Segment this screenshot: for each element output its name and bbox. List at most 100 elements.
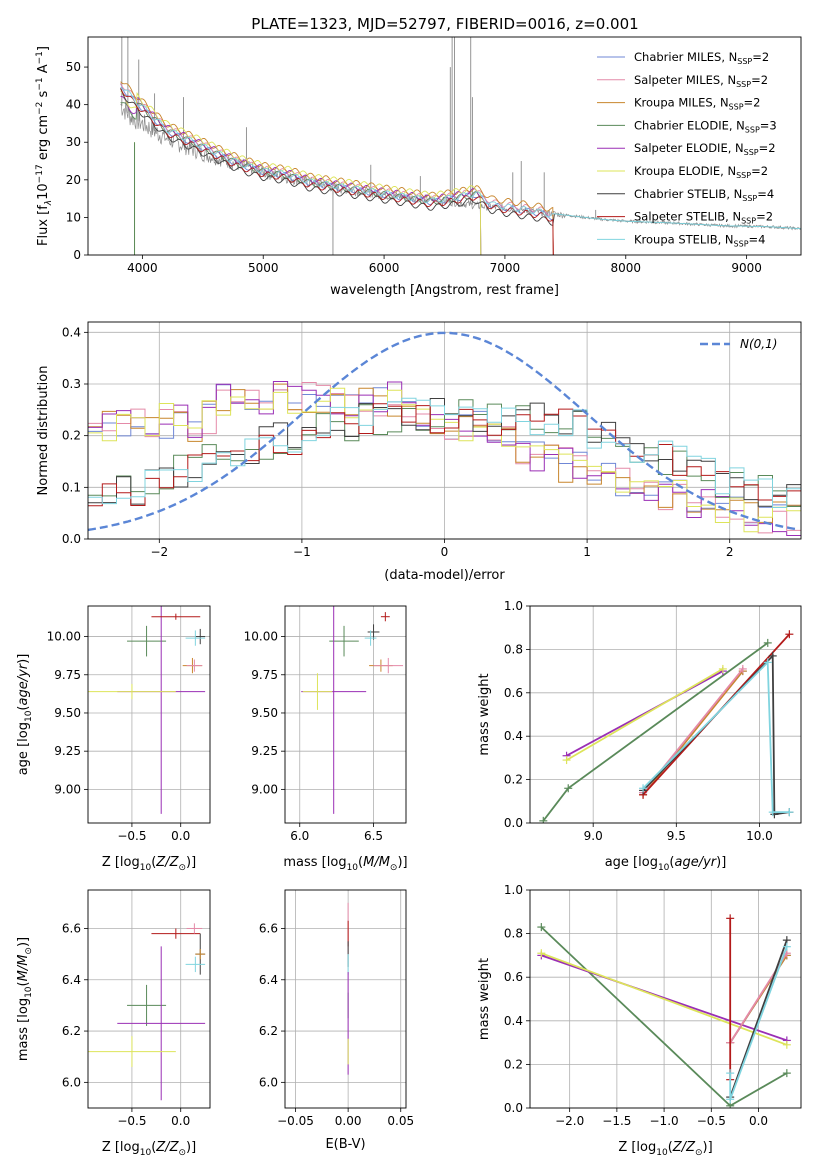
legend-subscript: SSP [736,171,751,180]
age-vs-Z-plot-area [88,606,210,823]
label-part: mass [log [283,855,346,870]
model-spectrum [120,90,482,255]
y-axis-label: age [log10(age/yr)] [16,654,34,776]
legend-nssp: =2 [751,73,768,87]
label-part: 10 [658,863,670,873]
label-part: A [36,64,51,77]
legend-label: N(0,1) [740,337,777,351]
y-tick-label: 9.00 [251,782,278,796]
y-tick-label: 9.50 [54,706,81,720]
label-part: ⊙ [390,863,398,873]
y-axis-label: mass [log10(M/M⊙)] [16,937,34,1061]
errorbar-point [367,624,380,640]
x-axis-label: E(B-V) [325,1137,365,1152]
errorbar-point [127,625,167,657]
y-tick-label: 0.1 [62,480,81,494]
label-part: 10 [656,1148,668,1158]
errorbar-layer [301,606,404,814]
x-tick-label: 4000 [127,261,158,275]
label-part: 10 [36,183,51,200]
y-tick-label: 30 [66,135,81,149]
label-part: age/yr [674,855,717,870]
errorbar-point [151,928,201,939]
y-tick-label: 20 [66,173,81,187]
label-part: )] [16,937,31,947]
x-axis-label: mass [log10(M/M⊙)] [283,855,407,873]
age-vs-mass-axes: 6.0 6.5 9.00 9.25 9.50 9.75 10.00 mass [log10(M… [244,605,408,873]
errorbar-point [185,630,206,646]
residual-histogram [88,399,801,507]
legend-model: Chabrier MILES, N [634,50,737,64]
axes-frame [87,36,802,256]
residual-histogram [88,397,801,508]
label-part: age/yr [16,662,31,705]
legend-subscript: SSP [736,80,751,89]
gaussian-curve [88,331,799,532]
x-tick-label: 0 [441,545,449,559]
errorbar-point [186,923,203,934]
label-part: ( [668,1140,673,1155]
legend-model: Salpeter ELODIE, N [634,141,744,155]
spectrum-lines [120,37,801,255]
weight-series-line [729,939,788,1098]
legend-nssp: =4 [749,232,766,246]
weight-series-line [566,670,724,757]
y-axis-label: mass weight [477,958,492,1040]
legend-label: Chabrier ELODIE, NSSP=3 [634,118,777,134]
legend-label: Salpeter MILES, NSSP=2 [634,73,768,89]
x-tick-label: 9.0 [584,829,603,843]
residual-histogram [88,403,801,507]
label-part: 10 [140,863,152,873]
y-tick-label: 9.75 [251,668,278,682]
label-part: ( [151,855,156,870]
label-part: Z [log [102,855,140,870]
x-tick-label: −1 [293,545,311,559]
axes-frame [284,889,407,1109]
legend-subscript: SSP [745,125,760,134]
y-tick-label: 0.8 [504,642,523,656]
x-tick-label: 9000 [731,261,762,275]
legend-subscript: SSP [742,194,757,203]
y-tick-label: 0.8 [504,927,523,941]
label-part: M/M [16,955,31,982]
residual-legend: N(0,1) [700,337,777,351]
label-part: M/M [363,855,390,870]
legend-label: Kroupa STELIB, NSSP=4 [634,232,765,248]
label-part: erg cm [36,115,51,164]
errorbar-point [151,613,201,620]
x-tick-label: 6.5 [364,829,383,843]
label-part: )] [186,855,196,870]
y-tick-label: 6.2 [62,1024,81,1038]
x-tick-label: 1 [583,545,591,559]
label-part: −1 [35,77,45,90]
y-tick-label: 1.0 [504,883,523,897]
errorbar-point [364,630,377,646]
y-tick-label: 0.2 [504,773,523,787]
chart-panels: 4000 5000 6000 7000 8000 900001020304050Chabr… [16,36,802,1158]
errorbar-point [195,948,206,960]
weight-layer [539,630,794,823]
y-tick-label: 0.6 [504,970,523,984]
weight-vs-age-axes: 9.0 9.5 10.0 0.0 0.2 0.4 0.6 0.8 1.0 age [log10(a… [477,599,802,873]
y-tick-label: 6.0 [62,1075,81,1089]
model-spectrum [120,86,801,230]
x-tick-label: 9.5 [667,829,686,843]
axes-frame [529,889,802,1109]
label-part: age [log [16,722,31,775]
legend-nssp: =2 [756,210,773,224]
x-tick-label: −0.5 [117,1114,146,1128]
label-part: ( [16,981,31,986]
label-part: )] [16,654,31,664]
legend-subscript: SSP [744,148,759,157]
figure-title: PLATE=1323, MJD=52797, FIBERID=0016, z=0… [251,15,638,33]
label-part: λ [44,200,54,206]
x-tick-label: −0.5 [117,829,146,843]
y-tick-label: 0.2 [504,1057,523,1071]
y-tick-label: 6.6 [259,921,278,935]
label-part: )] [186,1140,196,1155]
x-tick-label: 10.0 [746,829,773,843]
x-tick-label: −2.0 [555,1114,584,1128]
y-tick-label: 6.0 [259,1075,278,1089]
residuals-axes: −2 −1 0 1 2 0.0 0.1 0.2 0.3 0.4 N(0,1) (data-model)… [36,321,802,583]
x-tick-label: −0.5 [697,1114,726,1128]
